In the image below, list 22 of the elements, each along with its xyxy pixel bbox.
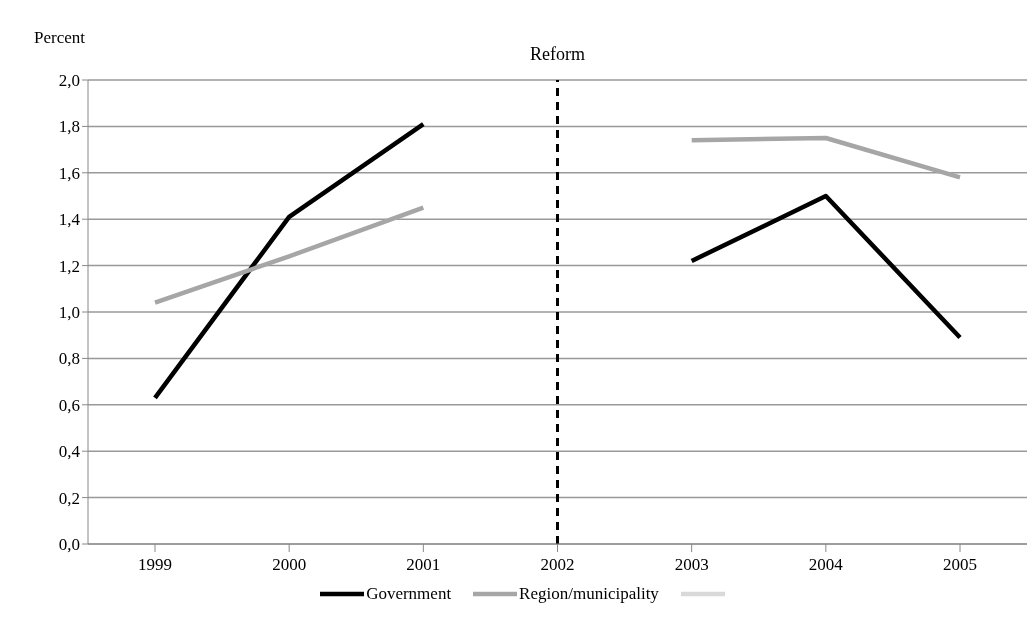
x-tick-label: 2005 — [943, 555, 977, 575]
y-tick-label: 1,6 — [58, 163, 80, 183]
y-tick-label: 0,6 — [58, 395, 80, 415]
legend-label: Government — [366, 584, 452, 604]
x-tick-label: 2004 — [808, 555, 844, 575]
x-tick-label: 2001 — [406, 555, 441, 575]
y-tick-label: 1,8 — [58, 117, 80, 137]
x-tick-label: 1999 — [138, 555, 172, 575]
x-tick-label: 2003 — [674, 555, 709, 575]
y-axis-title: Percent — [34, 28, 85, 48]
y-tick-label: 0,8 — [58, 349, 80, 369]
x-tick-label: 2000 — [272, 555, 307, 575]
y-tick-label: 1,0 — [58, 303, 80, 323]
y-tick-label: 0,0 — [58, 535, 80, 555]
ref-line-label: Reform — [530, 44, 585, 64]
y-tick-label: 0,4 — [58, 442, 81, 462]
y-tick-label: 0,2 — [58, 488, 80, 508]
legend-label: Region/municipality — [519, 584, 659, 604]
y-tick-label: 2,0 — [58, 71, 80, 91]
x-tick-label: 2002 — [540, 555, 575, 575]
y-tick-label: 1,4 — [58, 210, 81, 230]
y-tick-label: 1,2 — [58, 256, 80, 276]
